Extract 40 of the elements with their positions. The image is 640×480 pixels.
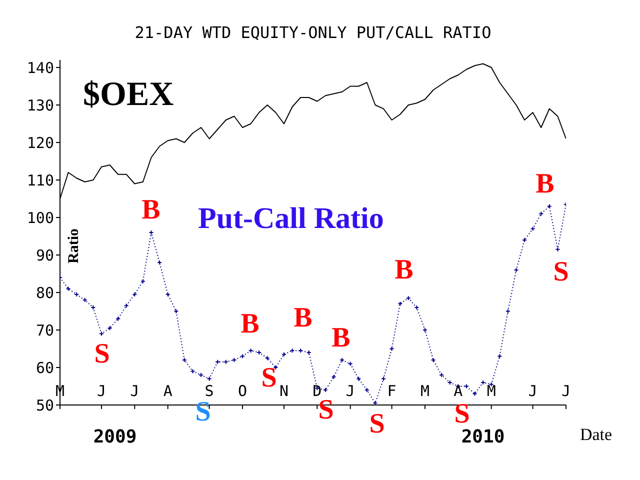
annotation: B bbox=[142, 194, 160, 226]
y-tick-label: 110 bbox=[26, 171, 54, 190]
y-tick-label: 60 bbox=[36, 358, 54, 377]
series-label: Put-Call Ratio bbox=[198, 202, 384, 235]
annotation: S bbox=[553, 256, 569, 288]
x-tick-label: N bbox=[279, 382, 288, 400]
y-tick-label: 90 bbox=[36, 246, 54, 264]
y-tick-label: 140 bbox=[26, 58, 54, 77]
x-tick-label: J bbox=[528, 382, 538, 400]
annotation: S bbox=[94, 338, 110, 370]
x-tick-label: O bbox=[238, 382, 248, 400]
x-tick-label: J bbox=[96, 382, 106, 400]
annotation: B bbox=[536, 168, 554, 200]
y-tick-label: 120 bbox=[26, 134, 54, 152]
x-tick-label: J bbox=[130, 382, 140, 400]
annotation: B bbox=[332, 322, 350, 354]
y-tick-label: 100 bbox=[26, 208, 54, 227]
y-tick-label: 80 bbox=[36, 284, 54, 302]
x-tick-label: A bbox=[454, 382, 463, 400]
text: S bbox=[369, 408, 385, 440]
annotation: B bbox=[240, 308, 260, 340]
annotation: B bbox=[394, 254, 414, 286]
annotation: B bbox=[294, 302, 312, 334]
y-tick-label: 70 bbox=[36, 321, 54, 340]
x-tick-label: S bbox=[204, 382, 214, 400]
chart-title: 21-DAY WTD EQUITY-ONLY PUT/CALL RATIO bbox=[134, 23, 492, 42]
x-tick-label: J bbox=[561, 382, 571, 400]
series-label: $OEX bbox=[83, 76, 174, 113]
y-tick-label: 50 bbox=[36, 396, 54, 414]
y-axis-title: Ratio bbox=[66, 228, 82, 264]
text: 2010 bbox=[461, 426, 505, 448]
x-tick-label: A bbox=[163, 382, 172, 400]
x-tick-label: J bbox=[346, 382, 355, 400]
x-tick-label: D bbox=[312, 382, 322, 400]
x-tick-label: M bbox=[420, 382, 430, 400]
x-axis-title: Date bbox=[580, 425, 612, 444]
x-tick-label: M bbox=[486, 382, 496, 400]
y-tick-label: 130 bbox=[26, 96, 54, 114]
x-tick-label: F bbox=[387, 382, 396, 400]
text: 2009 bbox=[93, 426, 137, 448]
